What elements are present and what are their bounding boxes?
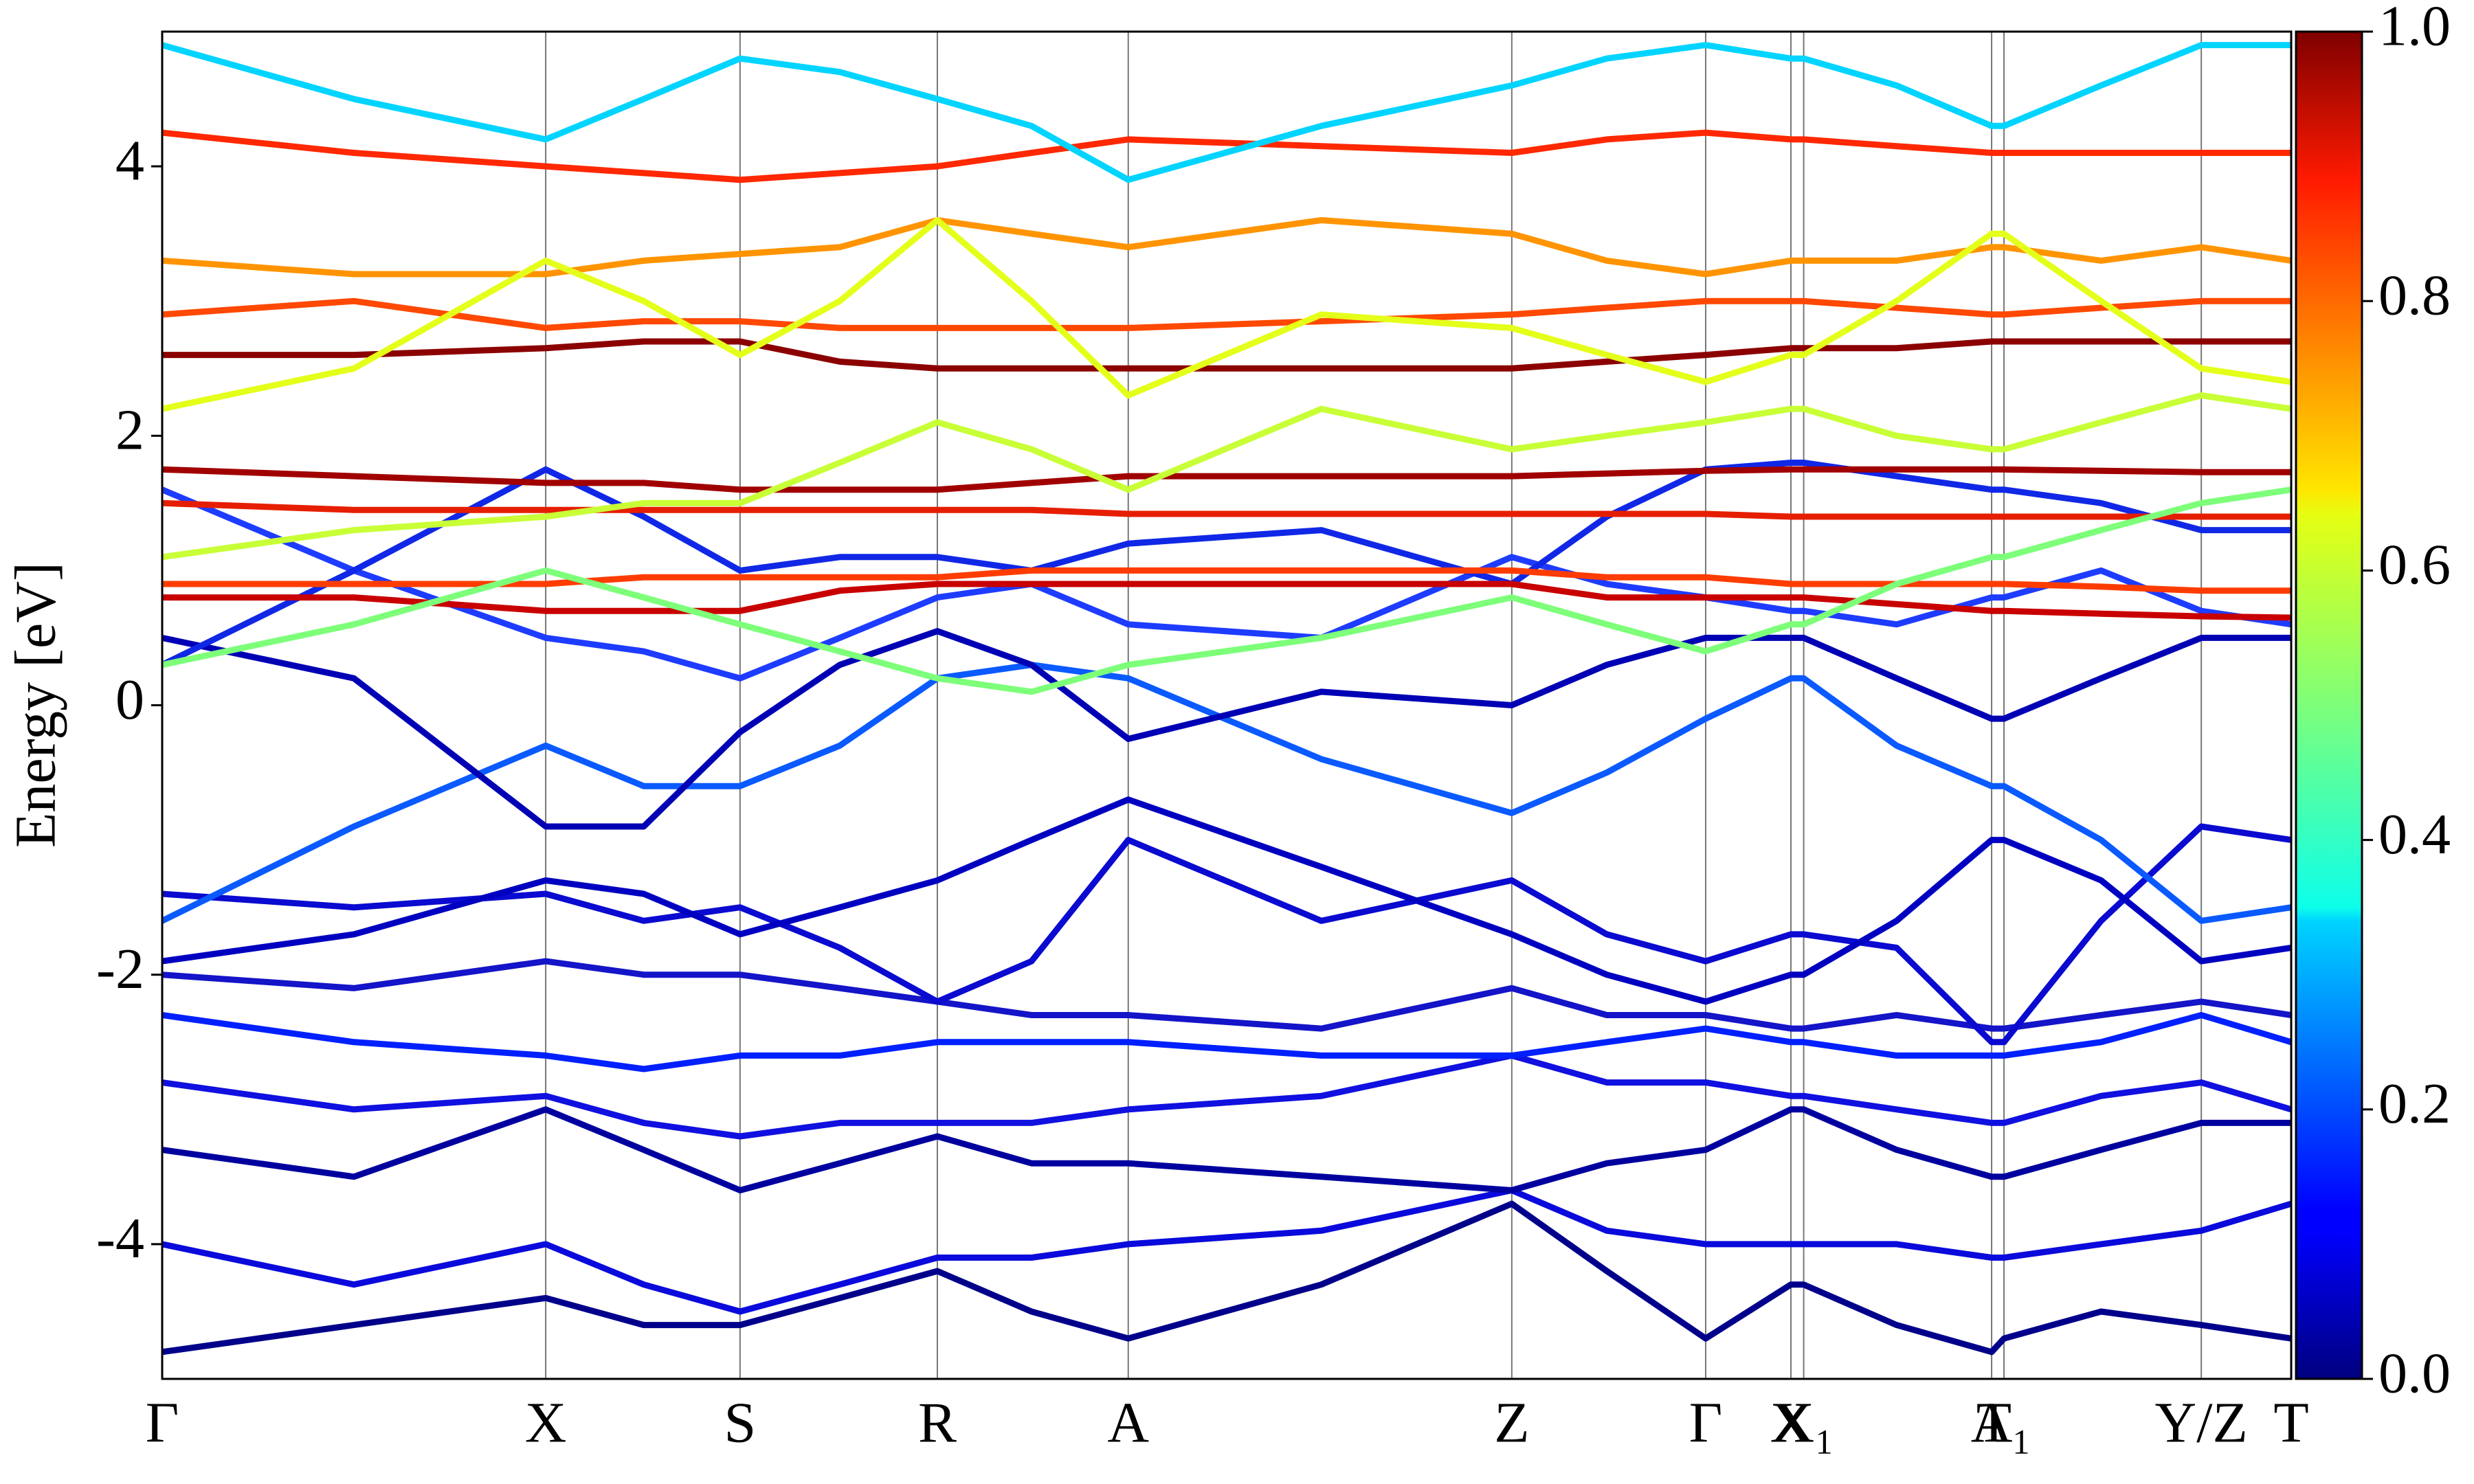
- band: [162, 796, 2291, 1005]
- colorbar-tick-label: 0.6: [2378, 533, 2451, 597]
- band: [162, 1106, 2291, 1193]
- band: [162, 1187, 2291, 1315]
- band: [162, 466, 2291, 493]
- band: [162, 567, 2291, 594]
- band: [162, 581, 2291, 621]
- band: [162, 217, 2291, 412]
- plot-frame: [161, 30, 2293, 1380]
- x-tick-label: A: [1971, 1391, 2013, 1454]
- x-tick-label: S: [724, 1391, 756, 1454]
- band: [162, 42, 2291, 183]
- band: [162, 1052, 2291, 1140]
- x-tick-label: Y/Z: [2155, 1391, 2248, 1454]
- x-tick-label: X₁: [1773, 1391, 1835, 1454]
- x-tick-label: T₁: [1976, 1391, 2032, 1454]
- colorbar-tick-label: 1.0: [2378, 0, 2451, 58]
- x-tick-label: Z: [1494, 1391, 1529, 1454]
- y-tick-label: 2: [115, 398, 144, 462]
- plot-area: [162, 42, 2291, 1356]
- y-tick-label: -2: [96, 937, 144, 1001]
- band: [162, 823, 2291, 1046]
- band: [162, 1200, 2291, 1356]
- band: [162, 662, 2291, 924]
- band: [162, 486, 2291, 695]
- colorbar-tick-label: 0.4: [2378, 802, 2451, 866]
- band: [162, 297, 2291, 331]
- band: [162, 628, 2291, 830]
- colorbar-tick-label: 0.2: [2378, 1072, 2451, 1136]
- band: [162, 486, 2291, 682]
- band: [162, 129, 2291, 183]
- y-tick-label: -4: [96, 1206, 144, 1270]
- y-tick-label: 0: [115, 668, 144, 732]
- band: [162, 217, 2291, 278]
- colorbar-tick-label: 0.0: [2378, 1341, 2451, 1405]
- x-tick-label: X: [525, 1391, 567, 1454]
- x-tick-label: X: [1770, 1391, 1812, 1454]
- band: [162, 392, 2291, 561]
- colorbar-tick-label: 0.8: [2378, 263, 2451, 327]
- x-tick-label: Γ: [146, 1391, 179, 1454]
- y-tick-label: 4: [115, 128, 144, 192]
- band: [162, 958, 2291, 1032]
- x-tick-label: A: [1107, 1391, 1149, 1454]
- x-tick-label: T: [2273, 1391, 2308, 1454]
- x-tick-label: Γ: [1689, 1391, 1723, 1454]
- band: [162, 499, 2291, 520]
- colorbar: [2295, 30, 2363, 1380]
- x-tick-label: R: [918, 1391, 957, 1454]
- band: [162, 338, 2291, 372]
- y-axis-label: Energy [eV]: [3, 562, 67, 848]
- band: [162, 1012, 2291, 1072]
